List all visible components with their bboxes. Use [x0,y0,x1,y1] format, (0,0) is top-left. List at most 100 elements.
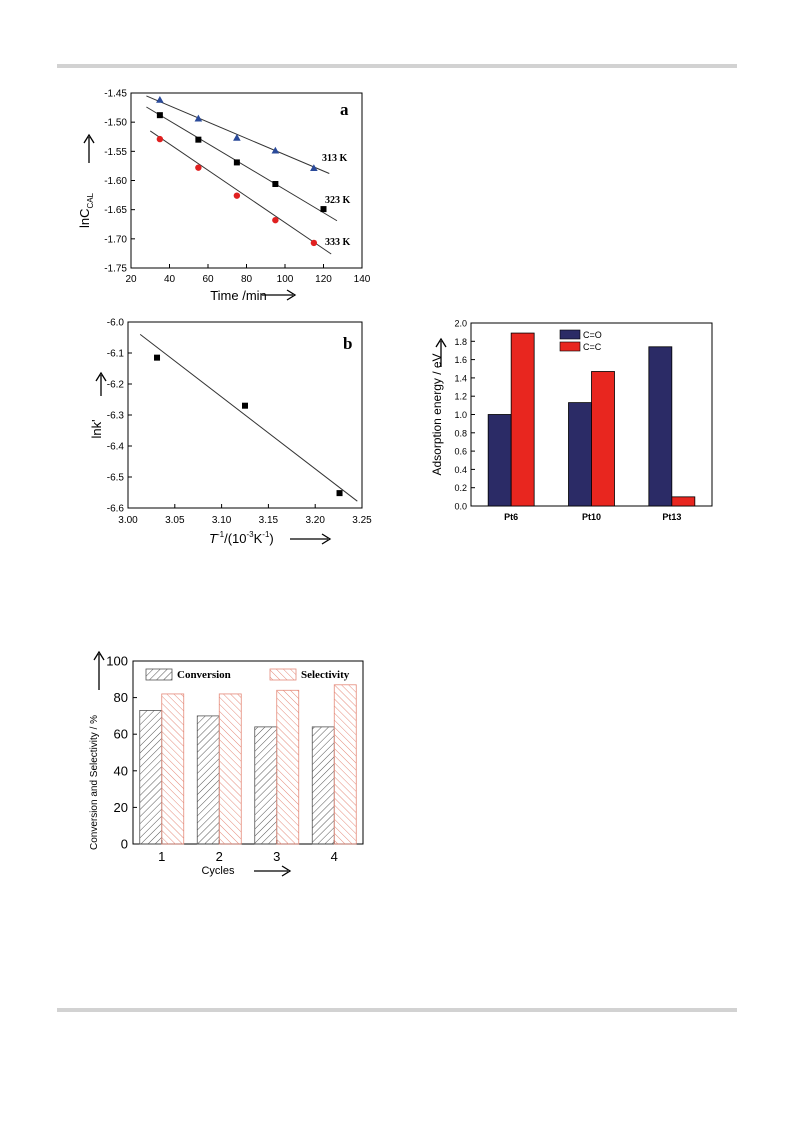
bar [196,715,220,845]
y-tick-label: 2.0 [454,319,467,329]
x-axis-arrow-head [321,533,332,545]
data-point [156,112,163,119]
fit-line [146,106,338,222]
data-point [271,146,280,154]
series-label: 333 K [325,237,351,248]
y-tick-label: -1.65 [104,205,127,216]
bottom-page-rule [57,1008,737,1012]
x-tick-label: 3.10 [212,515,232,526]
data-point [154,354,161,361]
series-label: 323 K [325,195,351,206]
x-tick-label: 60 [202,274,214,285]
data-point [156,135,164,143]
y-tick-label: -1.75 [104,264,127,275]
y-tick-label: -6.1 [107,349,125,360]
bar [311,726,335,845]
bar [671,496,696,507]
panel-label: b [343,334,352,353]
x-tick-label: 80 [241,274,253,285]
bar [510,332,535,507]
bar [591,371,615,507]
y-tick-label: -1.70 [104,234,127,245]
data-point [233,192,241,199]
bar [161,693,185,845]
x-tick-label: 4 [331,849,338,864]
x-tick-label: 3.00 [118,515,138,526]
panel-label: a [340,100,349,119]
x-tick-label: Pt6 [504,512,518,522]
plot-frame [132,660,364,845]
legend-label: Conversion [177,669,231,681]
legend-swatch [145,668,173,681]
y-axis-label: Adsorption energy / eV [430,353,444,475]
x-tick-label: 100 [277,274,294,285]
y-tick-label: 0.6 [454,447,467,457]
y-tick-label: 1.4 [454,373,467,383]
chart-c-adsorption-energy: 0.0 0.2 0.4 0.6 0.8 1.0 1.2 1.4 1.6 1.8 2.0 Pt6 Pt10… [430,319,713,522]
y-tick-label: -1.45 [104,89,127,100]
y-tick-label: -6.5 [107,473,125,484]
x-tick-label: 120 [315,274,332,285]
data-point [272,181,279,187]
bar [333,684,357,845]
y-tick-label: 60 [114,727,128,742]
legend-swatch [269,668,297,681]
y-axis-arrow-head [93,650,105,661]
y-tick-label: 0.4 [454,465,467,475]
top-page-rule [57,64,737,68]
x-axis-label: Time /min [210,288,267,303]
y-tick-label: 100 [106,654,128,669]
bar [276,689,300,845]
y-tick-label: 0.0 [454,502,467,512]
legend-label: Selectivity [301,669,350,681]
x-tick-label: 3.25 [352,515,372,526]
legend-swatch [559,329,581,340]
chart-b-arrhenius: 3.00 3.05 3.10 3.15 3.20 3.25 -6.6 -6.5 -6.4 -6.3… [89,318,372,547]
data-point [195,136,202,143]
y-axis-label: lnk' [89,419,104,438]
data-point [156,96,164,103]
bar [568,402,592,507]
x-tick-label: 3.15 [259,515,279,526]
series-label: 313 K [322,153,348,164]
y-tick-label: -6.3 [107,411,125,422]
x-axis-label: Cycles [201,865,235,877]
data-point [310,239,318,247]
y-tick-label: -6.6 [107,504,125,515]
x-tick-label: 1 [158,849,165,864]
bar [648,346,673,507]
data-point [233,133,241,141]
y-tick-label: 80 [114,690,128,705]
y-tick-label: 1.0 [454,410,467,420]
y-tick-label: 40 [114,763,128,778]
data-point [336,490,343,497]
data-point [233,159,240,166]
y-axis-arrow-head [435,337,447,348]
x-tick-label: 3 [273,849,280,864]
legend-label: C=O [583,330,602,340]
x-tick-label: Pt13 [662,512,681,522]
chart-a-time-decay: 20 40 60 80 100 120 140 -1.75 -1.70 -1.65 -1.60 -1.… [77,89,371,304]
x-axis-arrow-head [281,865,292,877]
x-tick-label: 2 [216,849,223,864]
x-tick-label: 20 [125,274,137,285]
bar [254,726,278,845]
x-tick-label: 40 [164,274,176,285]
y-axis-arrow-head [95,371,107,382]
y-tick-label: 1.6 [454,355,467,365]
fit-line [146,95,330,174]
data-point [272,216,279,224]
y-tick-label: -1.50 [104,118,127,129]
y-tick-label: 0.2 [454,483,467,493]
y-tick-label: 0 [121,837,128,852]
x-tick-label: Pt10 [582,512,601,522]
x-tick-label: 140 [354,274,371,285]
legend-label: C=C [583,342,602,352]
x-tick-label: 3.05 [165,515,185,526]
y-axis-label: lnCCAL [77,192,95,228]
y-axis-label: Conversion and Selectivity / % [89,715,100,850]
y-axis-arrow-head [83,133,95,144]
x-axis-label: T-1/(10-3K-1) [209,530,274,546]
y-tick-label: 1.2 [454,392,467,402]
data-point [194,114,203,122]
